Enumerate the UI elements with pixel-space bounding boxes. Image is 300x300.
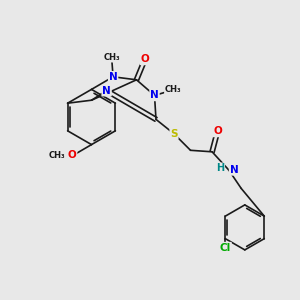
Text: N: N bbox=[150, 90, 159, 100]
Text: CH₃: CH₃ bbox=[49, 151, 65, 160]
Text: O: O bbox=[213, 126, 222, 136]
Text: O: O bbox=[140, 54, 149, 64]
Text: Cl: Cl bbox=[220, 243, 231, 253]
Text: O: O bbox=[68, 150, 76, 160]
Text: S: S bbox=[170, 129, 178, 139]
Text: CH₃: CH₃ bbox=[165, 85, 182, 94]
Text: CH₃: CH₃ bbox=[103, 53, 120, 62]
Text: N: N bbox=[230, 165, 238, 175]
Text: O: O bbox=[68, 150, 76, 160]
Text: N: N bbox=[102, 85, 111, 96]
Text: H: H bbox=[216, 163, 224, 173]
Text: N: N bbox=[109, 72, 118, 82]
